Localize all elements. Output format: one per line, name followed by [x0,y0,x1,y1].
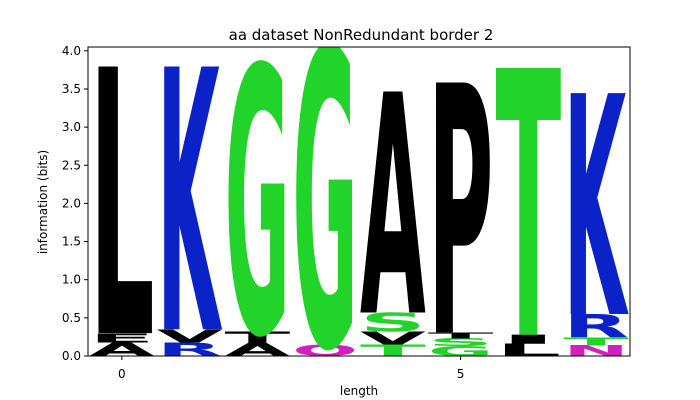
logo-letter-t: T [225,329,291,347]
y-tick-label: 4.0 [62,44,81,58]
logo-letter-e: E [89,331,155,346]
y-tick-label: 3.5 [62,82,81,96]
y-tick-label: 0.5 [62,311,81,325]
logo-letter-a: A [360,32,426,385]
logo-letter-s: S [360,307,426,337]
logo-letter-s: S [428,337,494,349]
x-tick-label: 0 [118,367,126,381]
logo-letter-p: P [428,15,494,400]
logo-letter-l: L [89,0,155,400]
logo-letter-t: T [428,331,494,341]
logo-letter-n: N [563,343,629,360]
x-tick-label: 5 [457,367,465,381]
logo-letter-a: A [225,340,291,361]
logo-letter-t: T [563,336,629,348]
logo-letter-l: L [496,341,562,360]
y-axis-title: information (bits) [36,150,50,254]
plot-frame [87,46,631,357]
logo-letter-k: K [563,34,628,386]
logo-letter-v: V [157,326,223,347]
y-tick-label: 0.0 [62,349,81,363]
logo-letter-k: K [157,0,223,400]
y-tick-label: 1.5 [62,235,81,249]
y-tick-label: 1.0 [62,273,81,287]
logo-letter-a: A [89,339,155,361]
logo-letter-q: Q [292,342,358,360]
logo-letter-r: R [563,308,629,346]
chart-title: aa dataset NonRedundant border 2 [229,26,494,44]
logo-letter-i: I [496,332,562,347]
y-axis: 0.0 0.5 1.0 1.5 2.0 2.5 3.0 3.5 4.0 [62,44,88,363]
logo-letter-g: G [292,0,358,400]
logo-letter-t: T [360,342,426,360]
logo-letter-g: G [225,0,291,400]
x-axis-title: length [340,384,378,398]
y-tick-label: 2.5 [62,158,81,172]
logo-letter-g: G [428,343,494,359]
y-tick-label: 2.0 [62,196,81,210]
y-tick-label: 3.0 [62,120,81,134]
logo-letter-v: V [360,328,426,349]
logo-letter-r: R [157,339,223,361]
logo-letter-t: T [496,0,562,400]
